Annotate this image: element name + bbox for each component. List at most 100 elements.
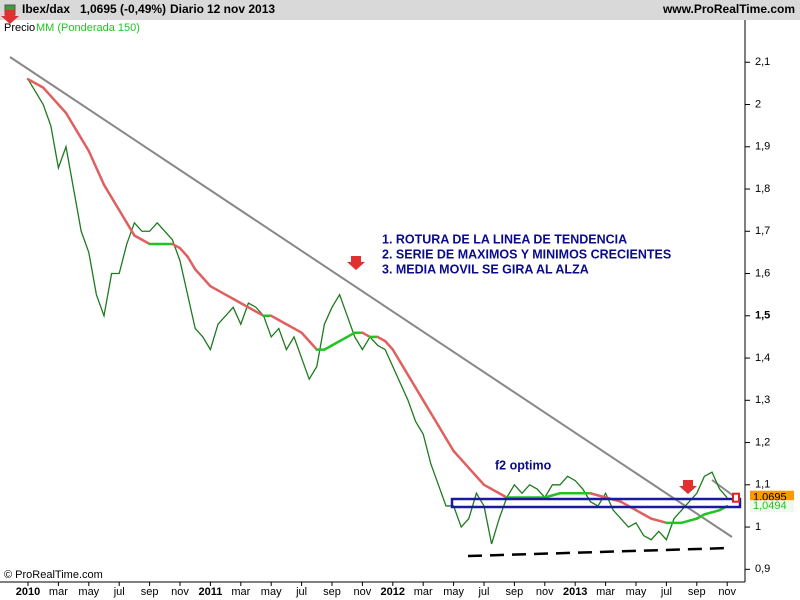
arrow — [347, 256, 365, 270]
price: 1,0695 (-0,49%) — [80, 2, 166, 16]
ma-segment — [231, 297, 243, 305]
ma-segment — [239, 301, 250, 309]
ma-segment — [619, 500, 630, 508]
site: www.ProRealTime.com — [662, 2, 795, 16]
ma-segment — [87, 149, 98, 170]
arrow — [1, 10, 19, 24]
ma-segment — [687, 517, 699, 522]
x-tick-label: may — [261, 586, 282, 598]
ma-segment — [376, 335, 387, 343]
x-tick-label: 2013 — [563, 586, 587, 598]
ma-segment — [338, 335, 349, 343]
ma-segment — [649, 517, 661, 522]
ma-segment — [452, 449, 463, 461]
y-tick-label: 2,1 — [755, 56, 770, 68]
copyright: © ProRealTime.com — [4, 569, 103, 581]
y-tick-label: 1,6 — [755, 267, 770, 279]
header-bar — [0, 0, 800, 20]
ma-segment — [178, 246, 189, 258]
ma-segment — [292, 327, 303, 334]
x-tick-label: sep — [323, 586, 341, 598]
period: Diario — [170, 2, 204, 16]
ma-segment — [269, 314, 281, 322]
ma-segment — [102, 183, 113, 199]
x-tick-label: may — [78, 586, 99, 598]
ma-segment — [680, 519, 691, 525]
ma-segment — [482, 483, 493, 491]
x-tick-label: may — [443, 586, 464, 598]
ma-segment — [79, 137, 91, 153]
ma-segment — [323, 344, 334, 351]
x-tick-label: 2012 — [381, 586, 405, 598]
x-tick-label: sep — [141, 586, 159, 598]
ma-segment — [110, 196, 121, 212]
annotation: f2 optimo — [495, 458, 552, 472]
ma-segment — [710, 508, 721, 514]
ma-segment — [201, 276, 212, 288]
x-tick-label: jul — [113, 586, 125, 598]
ma-segment — [406, 373, 417, 389]
x-tick-label: mar — [49, 586, 68, 598]
ma-segment — [543, 494, 554, 499]
ma-segment — [642, 513, 653, 520]
x-tick-label: jul — [477, 586, 489, 598]
ma-segment — [391, 348, 402, 364]
ma-segment — [193, 268, 205, 280]
ma-segment — [551, 492, 562, 497]
ma-segment — [209, 284, 220, 292]
support-line — [467, 546, 731, 558]
y-tick-label: 0,9 — [755, 563, 770, 575]
ma-segment — [703, 511, 714, 516]
ma-segment — [41, 86, 53, 98]
y-tick-label: 1,1 — [755, 479, 770, 491]
ma-segment — [429, 411, 440, 427]
ma-segment — [186, 255, 197, 271]
trend-line-short — [711, 479, 736, 498]
ma-segment — [125, 221, 136, 237]
ma-segment — [634, 508, 645, 516]
ma-segment — [345, 331, 357, 339]
ma-segment — [444, 437, 455, 453]
ma-segment — [49, 94, 60, 106]
y-tick-label: 2 — [755, 98, 761, 110]
ma-segment — [437, 424, 448, 440]
ma-segment — [383, 339, 395, 351]
x-tick-label: may — [626, 586, 647, 598]
y-tick-label: 1 — [755, 521, 761, 533]
ma-segment — [361, 331, 372, 339]
x-tick-label: mar — [596, 586, 615, 598]
symbol: Ibex/dax — [22, 2, 70, 16]
y-tick-label: 1,9 — [755, 141, 770, 153]
ma-segment — [589, 492, 600, 497]
ma-segment — [26, 77, 37, 85]
ma-segment — [596, 494, 607, 499]
ma-segment — [216, 289, 227, 296]
annotation: 1. ROTURA DE LA LINEA DE TENDENCIA — [382, 232, 627, 246]
annotation: 3. MEDIA MOVIL SE GIRA AL ALZA — [382, 262, 589, 276]
x-tick-label: nov — [354, 586, 372, 598]
ma-segment — [95, 166, 106, 187]
trend-line — [9, 56, 733, 538]
x-tick-label: nov — [536, 586, 554, 598]
x-tick-label: 2010 — [16, 586, 40, 598]
ma-segment — [133, 234, 144, 241]
x-tick-label: mar — [231, 586, 250, 598]
ma-segment — [300, 331, 311, 343]
ma-segment — [467, 466, 478, 478]
y-tick-label: 1,5 — [755, 310, 770, 322]
ma-segment — [277, 318, 288, 326]
ma-segment — [34, 82, 45, 89]
ma-segment — [254, 310, 265, 318]
x-tick-label: sep — [506, 586, 524, 598]
legend-ma: MM (Ponderada 150) — [36, 22, 140, 34]
legend-price: Precio — [4, 22, 35, 34]
arrow — [679, 480, 697, 494]
ma-segment — [475, 475, 486, 487]
ma-last-label: 1,0494 — [753, 500, 787, 512]
y-tick-label: 1,7 — [755, 225, 770, 237]
ma-last-box — [750, 500, 794, 513]
ma-segment — [414, 386, 425, 402]
ma-segment — [285, 322, 296, 330]
x-tick-label: nov — [718, 586, 736, 598]
annotation: 2. SERIE DE MAXIMOS Y MINIMOS CRECIENTES — [382, 247, 671, 261]
